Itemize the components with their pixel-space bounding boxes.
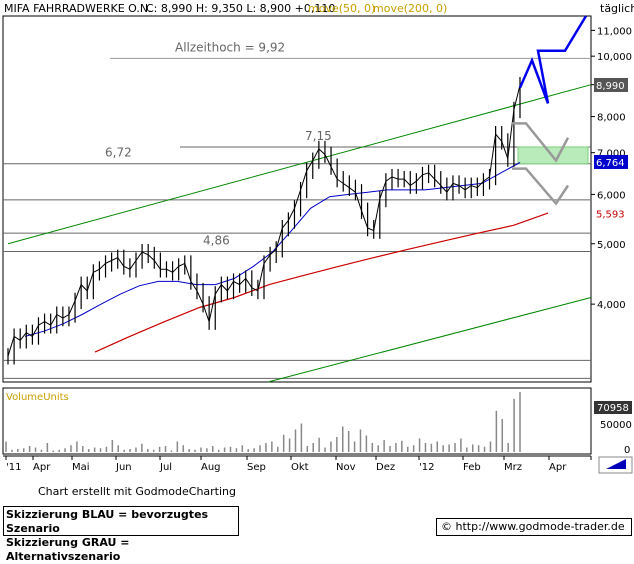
volume-tick-50000: 50000: [600, 420, 632, 431]
ma200-last-tag: [594, 206, 628, 221]
ma50-last-tag: [594, 154, 628, 169]
channel-lower-line: [267, 296, 592, 383]
x-tick-label-8: Nov: [336, 462, 356, 473]
volume-series: [5, 392, 521, 452]
interval-label: täglich: [600, 2, 634, 15]
price-stats: C: 8,990 H: 9,350 L: 8,900 +0,110: [146, 2, 335, 15]
legend-blue: Skizzierung BLAU = bevorzugtes Szenario: [6, 508, 209, 535]
channel-layer: [7, 84, 592, 383]
x-tick-label-3: Jun: [115, 462, 132, 473]
y-tick-label-1: 5,000: [597, 240, 626, 251]
level-label-0: Allzeithoch = 9,92: [175, 40, 285, 54]
value-tags: 8,990 6,764 5,593: [594, 77, 628, 221]
source-url: http://www.godmode-trader.de: [455, 520, 625, 533]
ma50-last-value: 6,764: [596, 158, 625, 169]
scenario-legend: Skizzierung BLAU = bevorzugtes Szenario …: [3, 506, 239, 563]
channel-upper-line: [7, 84, 592, 245]
copyright-icon: ©: [441, 520, 452, 533]
last-price-value: 8,990: [596, 81, 625, 92]
x-tick-label-9: Dez: [376, 462, 395, 473]
chart-credit: Chart erstellt mit GodmodeCharting: [38, 485, 236, 498]
y-tick-label-0: 4,000: [597, 300, 626, 311]
x-axis: '11 Apr Mai Jun Jul Aug Sep Okt Nov Dez '12 Feb Mrz A…: [5, 456, 592, 473]
y-tick-label-2: 6,000: [597, 190, 626, 201]
x-tick-label-2: Mai: [72, 462, 90, 473]
x-tick-label-10: '12: [419, 462, 434, 473]
scenario-sketches: [512, 15, 588, 206]
level-label-3: 4,86: [203, 233, 230, 247]
volume-label: VolumeUnits: [6, 392, 69, 403]
level-label-2: 6,72: [105, 146, 132, 160]
ma50-line: [24, 162, 521, 337]
x-tick-label-0: '11: [6, 462, 21, 473]
x-tick-label-5: Aug: [201, 462, 221, 473]
volume-last-tag: [594, 401, 632, 414]
x-tick-label-11: Feb: [463, 462, 481, 473]
ma200-last-value: 5,593: [596, 209, 625, 220]
moving-averages: [24, 162, 549, 353]
y-tick-label-6: 10,000: [597, 52, 632, 63]
y-tick-label-3: 7,000: [597, 149, 626, 160]
price-close-line: [7, 84, 521, 357]
y-tick-label-7: 11,000: [597, 26, 632, 37]
volume-last-value: 70958: [597, 403, 629, 414]
chart: MIFA FAHRRADWERKE O.N. C: 8,990 H: 9,350…: [2, 2, 634, 474]
ma200-label: move(200, 0): [373, 2, 447, 15]
source-link[interactable]: © http://www.godmode-trader.de: [436, 518, 632, 536]
ma200-line: [94, 212, 549, 353]
x-tick-label-4: Jul: [159, 462, 172, 473]
stock-name: MIFA FAHRRADWERKE O.N.: [4, 2, 152, 15]
volume-tick-0: 0: [624, 445, 630, 456]
level-label-1: 7,15: [305, 129, 332, 143]
scenario-blue-path: [518, 15, 588, 104]
x-tick-label-7: Okt: [291, 462, 309, 473]
ma50-label: move(50, 0): [308, 2, 375, 15]
volume-panel: [2, 387, 592, 455]
scenario-grey-up-path: [512, 122, 570, 163]
last-price-tag: [594, 77, 628, 92]
legend-grey: Skizzierung GRAU = Alternativszenario: [6, 536, 130, 563]
x-tick-label-13: Apr: [549, 462, 567, 473]
scroll-right-icon: [606, 459, 626, 469]
x-tick-label-12: Mrz: [504, 462, 522, 473]
levels-layer: Allzeithoch = 9,92 7,15 6,72 4,86: [3, 40, 591, 379]
price-series: [7, 76, 521, 365]
y-tick-label-4: 8,000: [597, 113, 626, 124]
scenario-grey-down-path: [512, 167, 570, 206]
price-panel: [2, 15, 592, 383]
x-tick-label-6: Sep: [247, 462, 266, 473]
x-tick-label-1: Apr: [33, 462, 51, 473]
